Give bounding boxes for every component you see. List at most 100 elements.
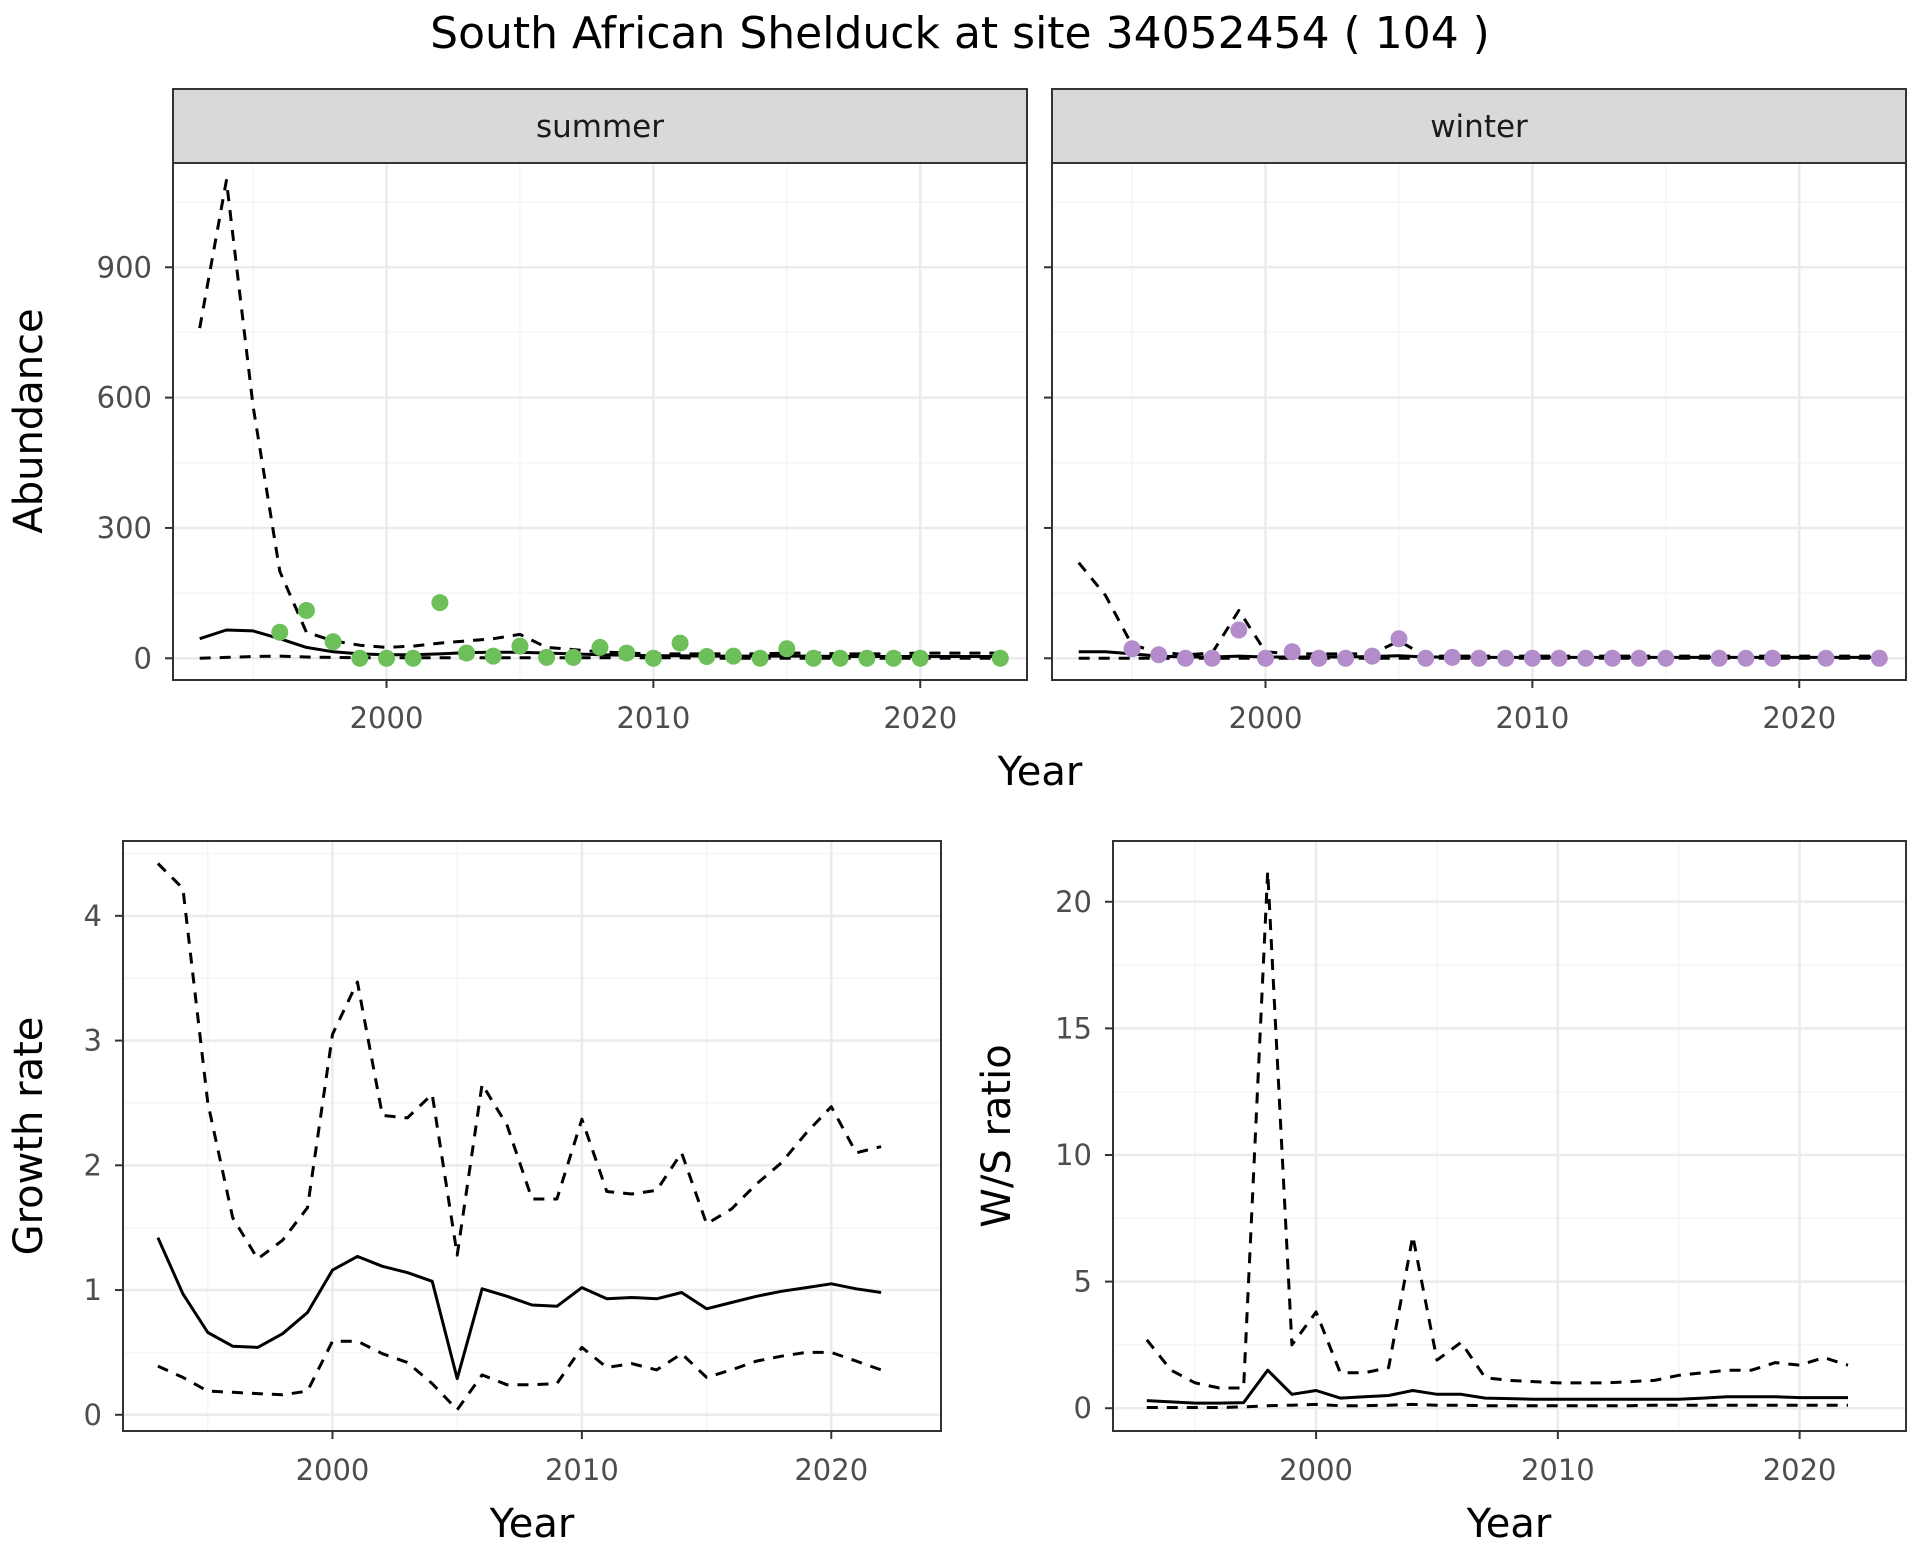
data-point (1257, 649, 1274, 667)
x-axis-title: Year (489, 1501, 575, 1547)
panel-background (123, 841, 941, 1431)
y-tick-label: 1 (84, 1273, 102, 1307)
data-point (431, 594, 449, 612)
data-point (1283, 643, 1301, 661)
data-point (591, 638, 609, 656)
panel-ws-ratio: 2000 2010 2020 0 5 10 15 20 W/S ratio Year (974, 840, 1907, 1547)
x-tick-label: 2020 (883, 701, 957, 735)
data-point (698, 648, 716, 666)
y-tick-label: 4 (84, 899, 102, 933)
panel-summer: summer 2000 2010 2020 0 300 600 900 Abundance (6, 88, 1028, 735)
data-point (885, 649, 903, 667)
y-axis-title: Abundance (6, 308, 52, 533)
y-axis-title: Growth rate (6, 1017, 52, 1256)
data-point (1523, 649, 1541, 667)
data-point (538, 648, 556, 666)
lower-bound-line (157, 1339, 882, 1412)
data-point (671, 634, 689, 652)
data-point (351, 649, 369, 667)
figure-title: South African Shelduck at site 34052454 … (430, 8, 1490, 59)
facet-strip-label: summer (536, 109, 664, 145)
y-tick-label: 15 (1055, 1011, 1092, 1045)
data-point (1550, 649, 1568, 667)
data-point (458, 644, 476, 662)
data-point (618, 644, 636, 662)
data-point (1870, 649, 1888, 667)
data-point (1310, 649, 1328, 667)
data-point (1603, 649, 1621, 667)
data-point (1150, 646, 1168, 664)
data-point (1817, 649, 1835, 667)
data-point (1657, 649, 1675, 667)
data-point (778, 640, 796, 658)
data-point (1230, 621, 1248, 639)
data-point (1443, 648, 1461, 666)
x-axis-title-shared: Year (997, 749, 1083, 795)
data-point (1417, 649, 1435, 667)
y-tick-label: 20 (1055, 885, 1092, 919)
panel-winter: winter 2000 2010 2020 (1044, 88, 1907, 735)
data-point (858, 649, 876, 667)
data-point (1470, 649, 1488, 667)
panel-background (173, 163, 1027, 680)
y-axis-title: W/S ratio (974, 1044, 1020, 1227)
data-point (378, 649, 395, 667)
upper-bound-line (156, 862, 882, 1261)
data-point (1390, 630, 1408, 648)
data-point (644, 649, 662, 667)
data-point (1337, 649, 1355, 667)
x-tick-label: 2020 (1762, 701, 1836, 735)
lower-bound-line (1146, 1402, 1848, 1409)
facet-strip (172, 88, 1028, 164)
x-tick-label: 2000 (296, 1453, 370, 1487)
y-tick-label: 0 (84, 1398, 102, 1432)
panel-background (1113, 841, 1906, 1431)
data-point (1764, 649, 1782, 667)
data-point (1630, 649, 1648, 667)
data-point (805, 649, 822, 667)
x-tick-label: 2020 (1763, 1453, 1837, 1487)
data-point (911, 649, 929, 667)
data-point (1123, 640, 1141, 658)
x-tick-label: 2000 (350, 701, 424, 735)
x-tick-label: 2010 (616, 701, 690, 735)
x-tick-label: 2010 (1495, 701, 1569, 735)
data-point (1710, 649, 1728, 667)
panel-background (1052, 163, 1906, 680)
panel-border (122, 840, 942, 1432)
panel-growth-rate: 2000 2010 2020 0 1 2 3 4 Growth rate Year (6, 840, 942, 1547)
data-point (511, 637, 529, 655)
data-point (991, 649, 1009, 667)
data-point (404, 649, 422, 667)
data-point (1203, 649, 1221, 667)
data-point (1577, 649, 1595, 667)
data-point (751, 649, 769, 667)
x-tick-label: 2020 (794, 1453, 868, 1487)
upper-bound-line (1145, 869, 1849, 1390)
x-tick-label: 2010 (1521, 1453, 1595, 1487)
data-point (1176, 649, 1194, 667)
data-point (271, 623, 289, 641)
y-tick-label: 300 (97, 511, 152, 545)
panel-border (1112, 840, 1907, 1432)
y-tick-label: 3 (84, 1024, 102, 1058)
x-axis-title: Year (1466, 1501, 1552, 1547)
facet-strip-label: winter (1430, 109, 1528, 145)
y-tick-label: 900 (97, 250, 152, 284)
y-tick-label: 0 (1074, 1391, 1092, 1425)
mean-line (156, 1237, 882, 1381)
data-point (297, 601, 315, 619)
data-point (1737, 649, 1755, 667)
x-tick-label: 2010 (545, 1453, 619, 1487)
mean-line (1146, 1368, 1848, 1405)
data-point (484, 647, 502, 665)
y-tick-label: 600 (97, 381, 152, 415)
y-tick-label: 0 (134, 641, 152, 675)
data-point (831, 649, 849, 667)
y-tick-label: 2 (84, 1148, 102, 1182)
y-tick-label: 10 (1055, 1138, 1092, 1172)
y-tick-label: 5 (1074, 1265, 1092, 1299)
data-point (724, 647, 742, 665)
